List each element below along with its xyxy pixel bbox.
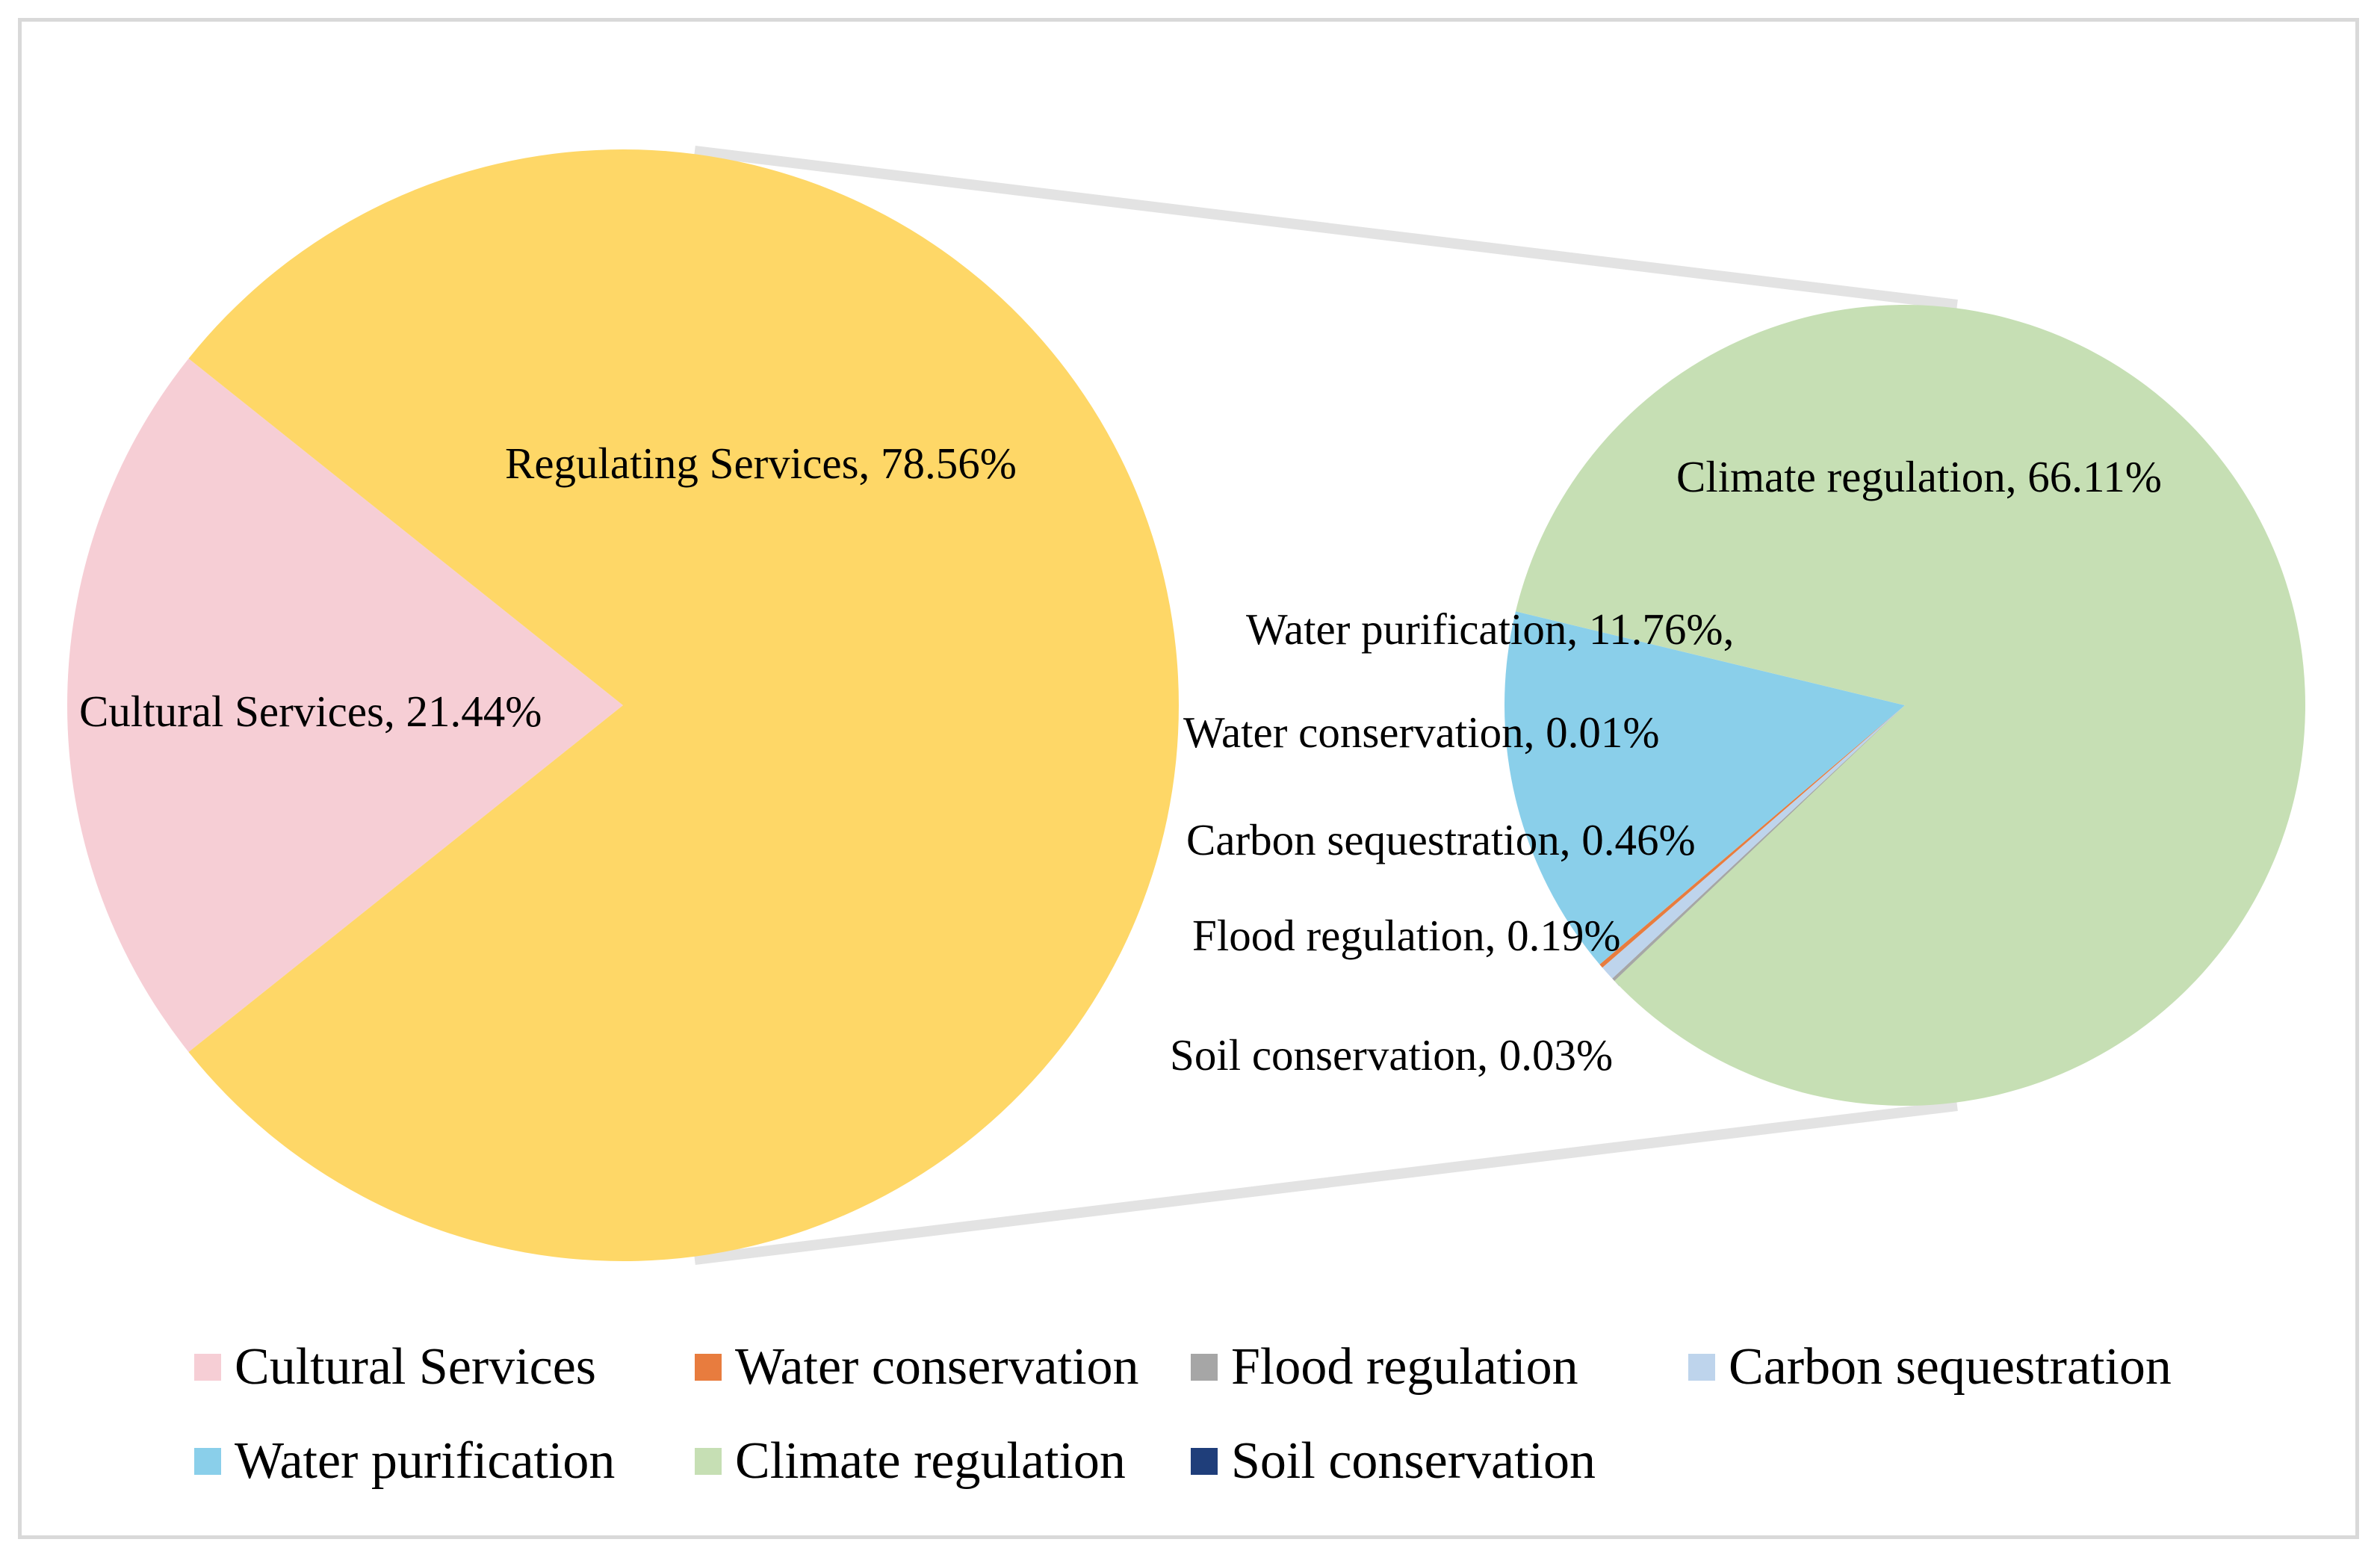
label-cultural: Cultural Services, 21.44% — [79, 687, 542, 736]
legend-item-soil-conservation: Soil conservation — [1191, 1431, 1596, 1491]
legend-item-water-conservation: Water conservation — [695, 1337, 1139, 1397]
legend-swatch — [194, 1448, 221, 1475]
main-pie — [66, 149, 1179, 1262]
sub-pie-slice-carbon — [1602, 705, 1905, 979]
legend-swatch — [695, 1354, 722, 1381]
legend-label: Climate regulation — [735, 1432, 1126, 1490]
legend-label: Carbon sequestration — [1729, 1338, 2172, 1396]
sub-pie-slice-conservation — [1599, 705, 1905, 968]
sub-pie-slice-purification — [1504, 611, 1905, 965]
legend-swatch — [1191, 1354, 1218, 1381]
legend-item-climate-regulation: Climate regulation — [695, 1431, 1126, 1491]
legend-swatch — [1191, 1448, 1218, 1475]
legend-item-cultural-services: Cultural Services — [194, 1337, 596, 1397]
legend-label: Water conservation — [735, 1338, 1139, 1396]
label-flood: Flood regulation, 0.19% — [1192, 911, 1621, 960]
legend-item-carbon-sequestration: Carbon sequestration — [1688, 1337, 2172, 1397]
label-soil: Soil conservation, 0.03% — [1170, 1030, 1613, 1080]
data-labels: Regulating Services, 78.56% Cultural Ser… — [79, 439, 2162, 1080]
legend-swatch — [695, 1448, 722, 1475]
main-pie-slice-regulating — [188, 149, 1179, 1262]
secondary-pie — [1504, 304, 2306, 1106]
label-regulating: Regulating Services, 78.56% — [505, 439, 1017, 488]
legend-item-water-purification: Water purification — [194, 1431, 615, 1491]
legend-swatch — [1688, 1354, 1715, 1381]
legend-label: Water purification — [235, 1432, 616, 1490]
legend-label: Soil conservation — [1231, 1432, 1596, 1490]
legend-label: Flood regulation — [1231, 1338, 1578, 1396]
legend-item-flood-regulation: Flood regulation — [1191, 1337, 1578, 1397]
sub-pie-slice-climate — [1515, 304, 2306, 1106]
label-climate: Climate regulation, 66.11% — [1676, 452, 2162, 501]
label-purification: Water purification, 11.76%, — [1246, 604, 1734, 654]
connector-lines — [694, 146, 1958, 1265]
legend-label: Cultural Services — [235, 1338, 597, 1396]
legend-swatch — [194, 1354, 221, 1381]
connector-line-top — [694, 146, 1958, 310]
label-conservation: Water conservation, 0.01% — [1183, 708, 1659, 757]
connector-line-bottom — [694, 1101, 1958, 1265]
label-carbon: Carbon sequestration, 0.46% — [1186, 815, 1696, 864]
main-pie-slice-cultural — [66, 358, 623, 1053]
